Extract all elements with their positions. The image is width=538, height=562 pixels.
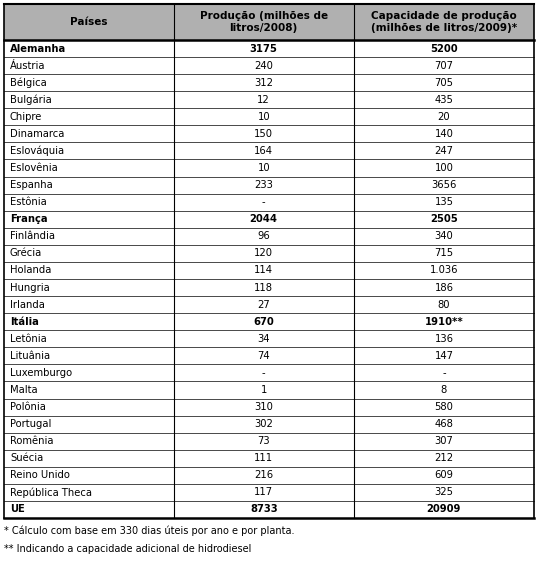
- Text: 135: 135: [434, 197, 454, 207]
- Text: -: -: [442, 368, 445, 378]
- Text: 240: 240: [254, 61, 273, 71]
- Text: Finlândia: Finlândia: [10, 232, 55, 241]
- Text: 114: 114: [254, 265, 273, 275]
- Text: 233: 233: [254, 180, 273, 190]
- Text: 120: 120: [254, 248, 273, 259]
- Text: Alemanha: Alemanha: [10, 43, 66, 53]
- Text: França: França: [10, 214, 48, 224]
- Text: Eslovênia: Eslovênia: [10, 163, 58, 173]
- Text: 310: 310: [254, 402, 273, 412]
- Text: 3175: 3175: [250, 43, 278, 53]
- Text: Grécia: Grécia: [10, 248, 43, 259]
- Text: 73: 73: [257, 436, 270, 446]
- Text: 80: 80: [437, 300, 450, 310]
- Text: 117: 117: [254, 487, 273, 497]
- Text: 96: 96: [257, 232, 270, 241]
- Text: 111: 111: [254, 453, 273, 463]
- Text: 247: 247: [434, 146, 454, 156]
- Text: Eslováquia: Eslováquia: [10, 146, 64, 156]
- Text: 2044: 2044: [250, 214, 278, 224]
- Text: Chipre: Chipre: [10, 112, 43, 122]
- Text: 20: 20: [437, 112, 450, 122]
- Text: Suécia: Suécia: [10, 453, 43, 463]
- Text: Hungria: Hungria: [10, 283, 49, 293]
- Text: 312: 312: [254, 78, 273, 88]
- Text: 10: 10: [257, 112, 270, 122]
- Text: 705: 705: [434, 78, 454, 88]
- Text: Letônia: Letônia: [10, 334, 47, 344]
- Text: 307: 307: [435, 436, 454, 446]
- Text: ** Indicando a capacidade adicional de hidrodiesel: ** Indicando a capacidade adicional de h…: [4, 544, 251, 554]
- Text: Espanha: Espanha: [10, 180, 53, 190]
- Text: 27: 27: [257, 300, 270, 310]
- Text: 1: 1: [260, 385, 267, 395]
- Text: Itália: Itália: [10, 316, 39, 327]
- Text: República Theca: República Theca: [10, 487, 92, 497]
- Text: 216: 216: [254, 470, 273, 481]
- Text: Romênia: Romênia: [10, 436, 53, 446]
- Text: Irlanda: Irlanda: [10, 300, 45, 310]
- Text: Estônia: Estônia: [10, 197, 47, 207]
- Text: 12: 12: [257, 95, 270, 105]
- Text: -: -: [262, 197, 266, 207]
- Text: Áustria: Áustria: [10, 61, 46, 71]
- Text: 1.036: 1.036: [430, 265, 458, 275]
- Text: Malta: Malta: [10, 385, 38, 395]
- Text: 302: 302: [254, 419, 273, 429]
- Bar: [4, 4, 534, 40]
- Text: 34: 34: [258, 334, 270, 344]
- Text: 580: 580: [435, 402, 454, 412]
- Text: 186: 186: [434, 283, 454, 293]
- Text: 118: 118: [254, 283, 273, 293]
- Text: 10: 10: [257, 163, 270, 173]
- Text: Capacidade de produção
(milhões de litros/2009)*: Capacidade de produção (milhões de litro…: [371, 11, 517, 33]
- Text: 707: 707: [434, 61, 454, 71]
- Text: 325: 325: [434, 487, 454, 497]
- Text: UE: UE: [10, 505, 25, 514]
- Text: 8733: 8733: [250, 505, 278, 514]
- Text: Reino Unido: Reino Unido: [10, 470, 70, 481]
- Text: 435: 435: [435, 95, 454, 105]
- Text: 468: 468: [435, 419, 454, 429]
- Text: 150: 150: [254, 129, 273, 139]
- Text: 164: 164: [254, 146, 273, 156]
- Text: Portugal: Portugal: [10, 419, 51, 429]
- Text: Bélgica: Bélgica: [10, 78, 47, 88]
- Text: 340: 340: [435, 232, 454, 241]
- Text: 140: 140: [435, 129, 454, 139]
- Text: 3656: 3656: [431, 180, 457, 190]
- Text: Luxemburgo: Luxemburgo: [10, 368, 72, 378]
- Text: Países: Países: [70, 17, 108, 27]
- Text: -: -: [262, 368, 266, 378]
- Text: 2505: 2505: [430, 214, 458, 224]
- Text: Produção (milhões de
litros/2008): Produção (milhões de litros/2008): [200, 11, 328, 33]
- Text: * Cálculo com base em 330 dias úteis por ano e por planta.: * Cálculo com base em 330 dias úteis por…: [4, 526, 294, 537]
- Text: 136: 136: [434, 334, 454, 344]
- Text: 20909: 20909: [427, 505, 461, 514]
- Text: 5200: 5200: [430, 43, 458, 53]
- Text: Holanda: Holanda: [10, 265, 51, 275]
- Text: 74: 74: [257, 351, 270, 361]
- Text: Lituânia: Lituânia: [10, 351, 50, 361]
- Text: 715: 715: [434, 248, 454, 259]
- Text: 100: 100: [435, 163, 454, 173]
- Text: 212: 212: [434, 453, 454, 463]
- Text: 609: 609: [434, 470, 454, 481]
- Text: 670: 670: [253, 316, 274, 327]
- Text: 147: 147: [434, 351, 454, 361]
- Text: 8: 8: [441, 385, 447, 395]
- Text: Polônia: Polônia: [10, 402, 46, 412]
- Text: 1910**: 1910**: [424, 316, 463, 327]
- Text: Dinamarca: Dinamarca: [10, 129, 65, 139]
- Text: Bulgária: Bulgária: [10, 94, 52, 105]
